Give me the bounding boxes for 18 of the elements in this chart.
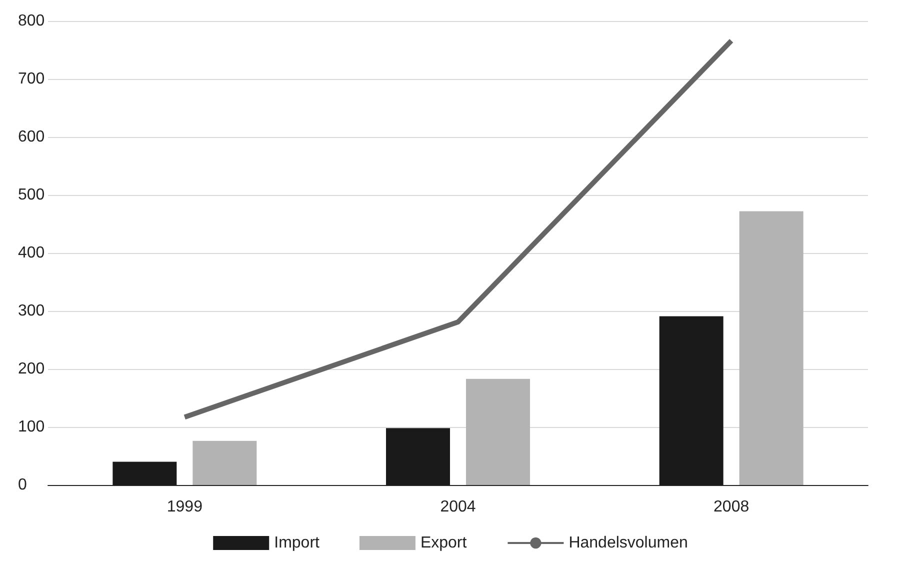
y-tick-label: 700 (18, 70, 45, 88)
y-tick-label: 300 (18, 302, 45, 320)
bar (466, 378, 530, 485)
x-tick-label: 2004 (440, 498, 476, 516)
y-tick-label: 600 (18, 128, 45, 146)
y-tick-label: 800 (18, 12, 45, 30)
y-tick-label: 500 (18, 186, 45, 204)
legend-label: Handelsvolumen (568, 534, 688, 552)
x-tick-label: 2008 (714, 498, 750, 516)
bar (192, 440, 257, 485)
legend-label: Export (420, 534, 468, 552)
y-tick-label: 100 (18, 418, 45, 436)
bar (739, 211, 804, 485)
x-tick-label: 1999 (166, 498, 203, 516)
y-tick-label: 400 (18, 244, 45, 262)
legend-label: Import (274, 534, 320, 552)
y-tick-label: 0 (18, 476, 27, 494)
y-tick-label: 200 (18, 360, 45, 378)
